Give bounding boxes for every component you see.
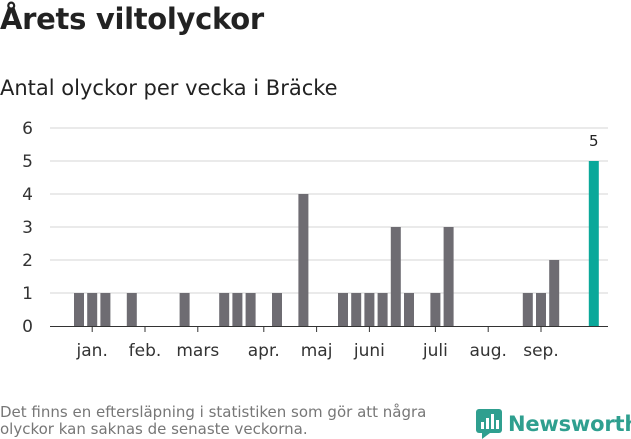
data-label: 5	[589, 132, 599, 150]
bar	[536, 293, 546, 326]
y-tick-label: 6	[22, 119, 33, 139]
bar	[364, 293, 375, 326]
x-tick-label: apr.	[248, 341, 280, 361]
bar	[430, 293, 441, 326]
annotations: 5	[589, 132, 599, 150]
bar	[272, 293, 282, 326]
bar	[298, 194, 309, 326]
x-tick-label: mars	[176, 341, 219, 361]
bar	[74, 293, 84, 326]
y-tick-label: 0	[22, 317, 33, 337]
x-tick-label: sep.	[523, 341, 559, 361]
x-tick-label: aug.	[470, 341, 507, 361]
bar	[390, 227, 401, 326]
y-tick-label: 4	[22, 185, 33, 205]
bar	[443, 227, 454, 326]
x-tick-label: feb.	[129, 341, 162, 361]
bar	[522, 293, 533, 326]
bar	[377, 293, 388, 326]
brand-name: Newsworthy	[508, 412, 631, 436]
x-tick-label: maj	[301, 341, 333, 361]
y-tick-label: 3	[22, 218, 33, 238]
bar-highlight	[588, 161, 599, 326]
bar	[338, 293, 348, 326]
bar-chart: 0 1 2 3 4 5 6 jan. feb. mars apr. maj juni juli aug. s…	[22, 119, 608, 361]
chart-subtitle: Antal olyckor per vecka i Bräcke	[0, 76, 338, 100]
bar	[179, 293, 190, 326]
y-tick-label: 2	[22, 251, 33, 271]
x-tick-label: juni	[353, 341, 385, 361]
grid-lines	[50, 127, 608, 294]
bar	[100, 293, 111, 326]
y-tick-label: 1	[22, 284, 33, 304]
newsworthy-logo: Newsworthy	[476, 409, 631, 439]
y-tick-label: 5	[22, 152, 33, 172]
bar	[126, 293, 137, 326]
bar	[219, 293, 230, 326]
bars	[74, 161, 599, 326]
bar	[232, 293, 243, 326]
bar	[351, 293, 362, 326]
newsworthy-chart-logo-icon	[476, 409, 502, 439]
bar	[404, 293, 414, 326]
x-tick-label: juli	[422, 341, 448, 361]
bar	[245, 293, 256, 326]
bar	[549, 260, 560, 326]
x-axis-month-labels: jan. feb. mars apr. maj juni juli aug. sep.	[76, 326, 559, 361]
y-axis-ticks: 0 1 2 3 4 5 6	[22, 119, 33, 337]
bar	[87, 293, 98, 326]
x-tick-label: jan.	[76, 341, 108, 361]
chart-title: Årets viltolyckor	[0, 2, 264, 36]
footnote: Det finns en eftersläpning i statistiken…	[0, 403, 427, 438]
